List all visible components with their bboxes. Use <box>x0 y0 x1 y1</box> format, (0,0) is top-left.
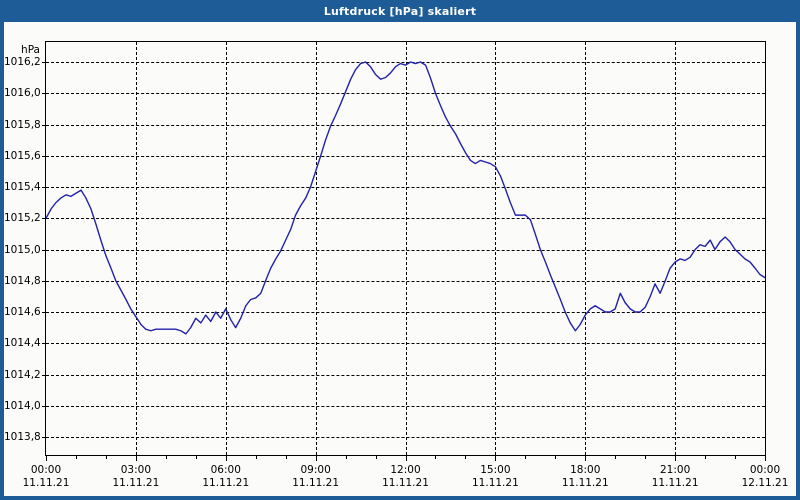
x-tick-mark-minor <box>525 455 527 459</box>
x-tick-label: 03:00 11.11.21 <box>112 464 159 490</box>
x-tick-label-time: 21:00 <box>659 464 691 476</box>
x-tick-label: 00:00 12.11.21 <box>742 464 789 490</box>
x-tick-mark-major <box>675 455 677 461</box>
y-tick-mark <box>42 249 46 251</box>
y-tick-mark <box>42 93 46 95</box>
x-tick-label-time: 03:00 <box>120 464 152 476</box>
x-tick-mark-major <box>765 455 766 461</box>
y-tick-mark <box>42 187 46 188</box>
x-tick-label-time: 12:00 <box>390 464 421 476</box>
y-tick-mark <box>42 437 46 438</box>
y-tick-mark <box>42 218 46 220</box>
y-tick-label: 1015,6 <box>4 149 41 162</box>
x-tick-mark-minor <box>615 455 617 459</box>
x-tick-label-date: 11.11.21 <box>471 477 519 489</box>
gridline-v-5 <box>495 42 497 455</box>
x-tick-mark-major <box>585 455 587 461</box>
x-tick-label-time: 09:00 <box>300 464 331 476</box>
y-tick-label: 1014,4 <box>4 337 41 350</box>
y-tick-mark <box>42 62 46 63</box>
x-tick-label-date: 11.11.21 <box>112 477 160 489</box>
page-title: Luftdruck [hPa] skaliert <box>323 4 477 18</box>
y-tick-mark <box>42 374 46 376</box>
y-tick-mark <box>42 280 46 282</box>
x-tick-label: 12:00 11.11.21 <box>382 464 429 490</box>
x-tick-label-time: 15:00 <box>480 464 511 476</box>
x-tick-label-date: 12.11.21 <box>741 477 789 489</box>
y-tick-mark <box>42 312 46 313</box>
x-tick-label: 09:00 11.11.21 <box>292 464 339 490</box>
y-tick-label: 1014,6 <box>4 306 41 318</box>
pressure-series-line <box>46 61 765 335</box>
x-tick-label-date: 11.11.21 <box>292 477 340 489</box>
x-tick-mark-minor <box>285 455 287 459</box>
x-tick-label-time: 00:00 <box>749 464 781 476</box>
x-tick-label: 15:00 11.11.21 <box>472 464 519 490</box>
gridline-v-2 <box>225 42 227 455</box>
x-tick-mark-minor <box>345 455 347 459</box>
x-tick-mark-major <box>135 455 137 461</box>
x-tick-label-time: 18:00 <box>570 464 601 476</box>
y-tick-label: 1014,0 <box>4 399 41 412</box>
x-tick-label-time: 00:00 <box>30 464 62 476</box>
x-tick-label: 00:00 11.11.21 <box>23 464 70 490</box>
y-tick-label: 1014,8 <box>4 274 41 287</box>
y-tick-label: 1014,2 <box>4 368 41 381</box>
y-tick-label: 1015,8 <box>4 118 41 131</box>
x-tick-label-date: 11.11.21 <box>651 477 699 489</box>
gridline-v-6 <box>585 42 587 455</box>
x-tick-label: 06:00 11.11.21 <box>202 464 249 490</box>
x-tick-label-date: 11.11.21 <box>561 477 609 489</box>
y-tick-mark <box>42 124 46 126</box>
x-tick-mark-major <box>495 455 497 461</box>
y-tick-label: 1015,4 <box>4 181 41 193</box>
y-tick-mark <box>42 405 46 407</box>
y-tick-label: 1016,0 <box>4 87 41 100</box>
x-tick-mark-minor <box>645 455 647 459</box>
x-tick-mark-major <box>225 455 227 461</box>
gridline-v-7 <box>675 42 677 455</box>
x-tick-mark-major <box>315 455 317 461</box>
x-tick-label-date: 11.11.21 <box>22 477 70 489</box>
x-tick-label-date: 11.11.21 <box>382 477 429 489</box>
x-tick-mark-minor <box>375 455 377 459</box>
x-tick-mark-minor <box>465 455 467 459</box>
x-tick-mark-minor <box>105 455 107 459</box>
y-tick-label: 1015,2 <box>4 212 41 225</box>
x-tick-mark-minor <box>255 455 257 459</box>
x-tick-mark-major <box>46 455 47 461</box>
window-title-bar: Luftdruck [hPa] skaliert <box>0 0 800 22</box>
x-tick-mark-minor <box>165 455 167 459</box>
y-tick-label: 1013,8 <box>4 431 41 443</box>
chart-canvas: hPa 1016,2 1016,0 1015,8 1015,6 1015,4 1015,2… <box>4 22 796 496</box>
x-tick-mark-minor <box>75 455 77 459</box>
x-tick-label: 18:00 11.11.21 <box>562 464 609 490</box>
y-tick-label: 1016,2 <box>4 56 41 68</box>
x-tick-mark-minor <box>555 455 557 459</box>
x-tick-mark-major <box>405 455 407 461</box>
gridline-v-3 <box>315 42 317 455</box>
x-tick-label: 21:00 11.11.21 <box>652 464 699 490</box>
x-tick-mark-minor <box>195 455 197 459</box>
gridline-v-1 <box>135 42 137 455</box>
y-tick-mark <box>42 343 46 345</box>
x-tick-label-date: 11.11.21 <box>202 477 250 489</box>
x-tick-mark-minor <box>435 455 437 459</box>
gridline-v-4 <box>405 42 407 455</box>
x-tick-mark-minor <box>735 455 737 459</box>
x-tick-mark-minor <box>705 455 707 459</box>
plot-area <box>45 41 766 456</box>
y-tick-label: 1015,0 <box>4 243 41 256</box>
y-tick-mark <box>42 155 46 157</box>
x-tick-label-time: 06:00 <box>210 464 241 476</box>
y-axis-unit-label: hPa <box>21 44 40 56</box>
